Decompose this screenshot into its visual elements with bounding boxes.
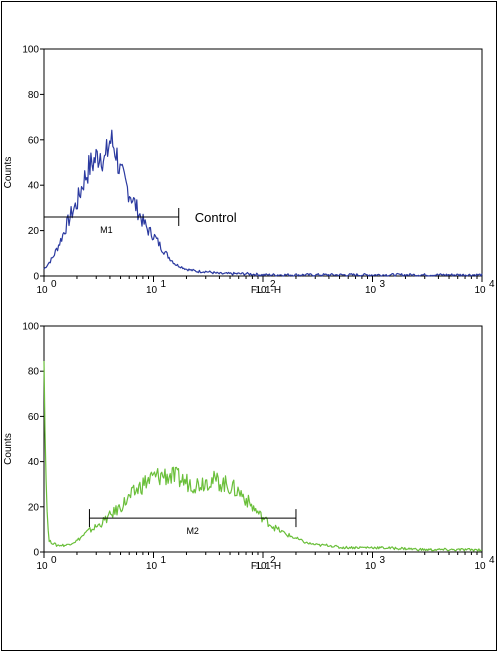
x-tick-label: 10 bbox=[365, 561, 377, 572]
y-tick-label: 40 bbox=[28, 457, 40, 468]
histogram-trace bbox=[43, 129, 483, 277]
y-tick-label: 0 bbox=[33, 548, 39, 559]
x-tick-exponent: 1 bbox=[161, 555, 167, 566]
x-tick-label: 10 bbox=[255, 561, 267, 572]
x-tick-exponent: 4 bbox=[489, 279, 495, 290]
gate-label: M2 bbox=[186, 526, 199, 536]
y-axis-label: Counts bbox=[3, 433, 14, 465]
x-tick-label: 10 bbox=[36, 561, 48, 572]
x-tick-exponent: 4 bbox=[489, 555, 495, 566]
y-tick-label: 60 bbox=[28, 135, 40, 146]
y-tick-label: 80 bbox=[28, 90, 40, 101]
histogram-trace bbox=[43, 360, 482, 552]
y-tick-label: 100 bbox=[22, 322, 39, 333]
x-tick-exponent: 3 bbox=[380, 555, 386, 566]
x-tick-exponent: 3 bbox=[380, 279, 386, 290]
y-tick-label: 60 bbox=[28, 412, 40, 423]
y-tick-label: 40 bbox=[28, 181, 40, 192]
x-tick-label: 10 bbox=[146, 285, 158, 296]
y-axis-label: Counts bbox=[3, 157, 14, 189]
x-tick-exponent: 2 bbox=[270, 555, 276, 566]
x-tick-label: 10 bbox=[146, 561, 158, 572]
x-axis-label: FL 1-H bbox=[251, 285, 281, 296]
x-tick-label: 10 bbox=[474, 561, 486, 572]
x-tick-exponent: 2 bbox=[270, 279, 276, 290]
x-tick-label: 10 bbox=[365, 285, 377, 296]
x-tick-exponent: 0 bbox=[51, 555, 57, 566]
x-tick-exponent: 0 bbox=[51, 279, 57, 290]
annotation-label: Control bbox=[195, 210, 237, 225]
y-tick-label: 20 bbox=[28, 226, 40, 237]
x-tick-label: 10 bbox=[255, 285, 267, 296]
gate-label: M1 bbox=[100, 225, 113, 235]
y-tick-label: 80 bbox=[28, 367, 40, 378]
plot-area bbox=[43, 48, 483, 277]
x-axis-label: FL 1-H bbox=[251, 561, 281, 572]
x-tick-label: 10 bbox=[36, 285, 48, 296]
x-tick-label: 10 bbox=[474, 285, 486, 296]
y-tick-label: 100 bbox=[22, 45, 39, 56]
y-tick-label: 20 bbox=[28, 502, 40, 513]
x-tick-exponent: 1 bbox=[161, 279, 167, 290]
y-tick-label: 0 bbox=[33, 272, 39, 283]
